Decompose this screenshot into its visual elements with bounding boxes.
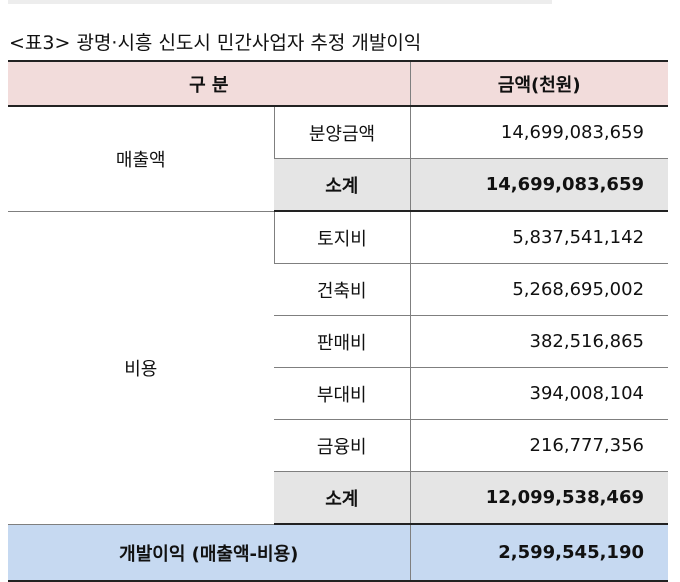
subtotal-row: 소계 14,699,083,659 (8, 158, 669, 212)
item-label: 토지비 (273, 210, 411, 264)
subtotal-row: 소계 12,099,538,469 (8, 471, 669, 525)
table-row: 금융비 216,777,356 (8, 419, 669, 472)
item-amount: 382,516,865 (409, 315, 669, 368)
item-label: 부대비 (274, 367, 411, 420)
item-amount: 5,268,695,002 (409, 263, 669, 316)
total-amount: 2,599,545,190 (409, 523, 669, 582)
total-label: 개발이익 (매출액-비용) (8, 523, 411, 582)
item-label: 판매비 (274, 315, 411, 368)
header-category: 구 분 (8, 60, 411, 107)
item-label: 금융비 (274, 419, 411, 472)
profit-table: 구 분 금액(천원) 매출액 분양금액 14,699,083,659 소계 14… (8, 60, 669, 582)
top-rule (8, 0, 552, 4)
subtotal-amount: 14,699,083,659 (409, 158, 669, 212)
total-row: 개발이익 (매출액-비용) 2,599,545,190 (8, 523, 669, 582)
item-amount: 216,777,356 (409, 419, 669, 472)
subtotal-amount: 12,099,538,469 (409, 471, 669, 525)
table-row: 건축비 5,268,695,002 (8, 263, 669, 316)
subtotal-label: 소계 (274, 158, 411, 212)
header-amount: 금액(천원) (409, 60, 669, 107)
item-label: 건축비 (274, 263, 411, 316)
table-row: 부대비 394,008,104 (8, 367, 669, 420)
table-row: 매출액 분양금액 14,699,083,659 (8, 105, 669, 211)
table-row: 비용 토지비 5,837,541,142 (8, 210, 669, 524)
category-costs: 비용 (8, 210, 274, 524)
item-label: 분양금액 (273, 105, 411, 159)
item-amount: 14,699,083,659 (409, 105, 669, 159)
table-row: 판매비 382,516,865 (8, 315, 669, 368)
table-header-row: 구 분 금액(천원) (8, 60, 669, 107)
item-amount: 394,008,104 (409, 367, 669, 420)
table-caption: <표3> 광명·시흥 신도시 민간사업자 추정 개발이익 (9, 32, 422, 54)
category-sales: 매출액 (8, 105, 274, 211)
item-amount: 5,837,541,142 (409, 210, 669, 264)
subtotal-label: 소계 (274, 471, 411, 525)
